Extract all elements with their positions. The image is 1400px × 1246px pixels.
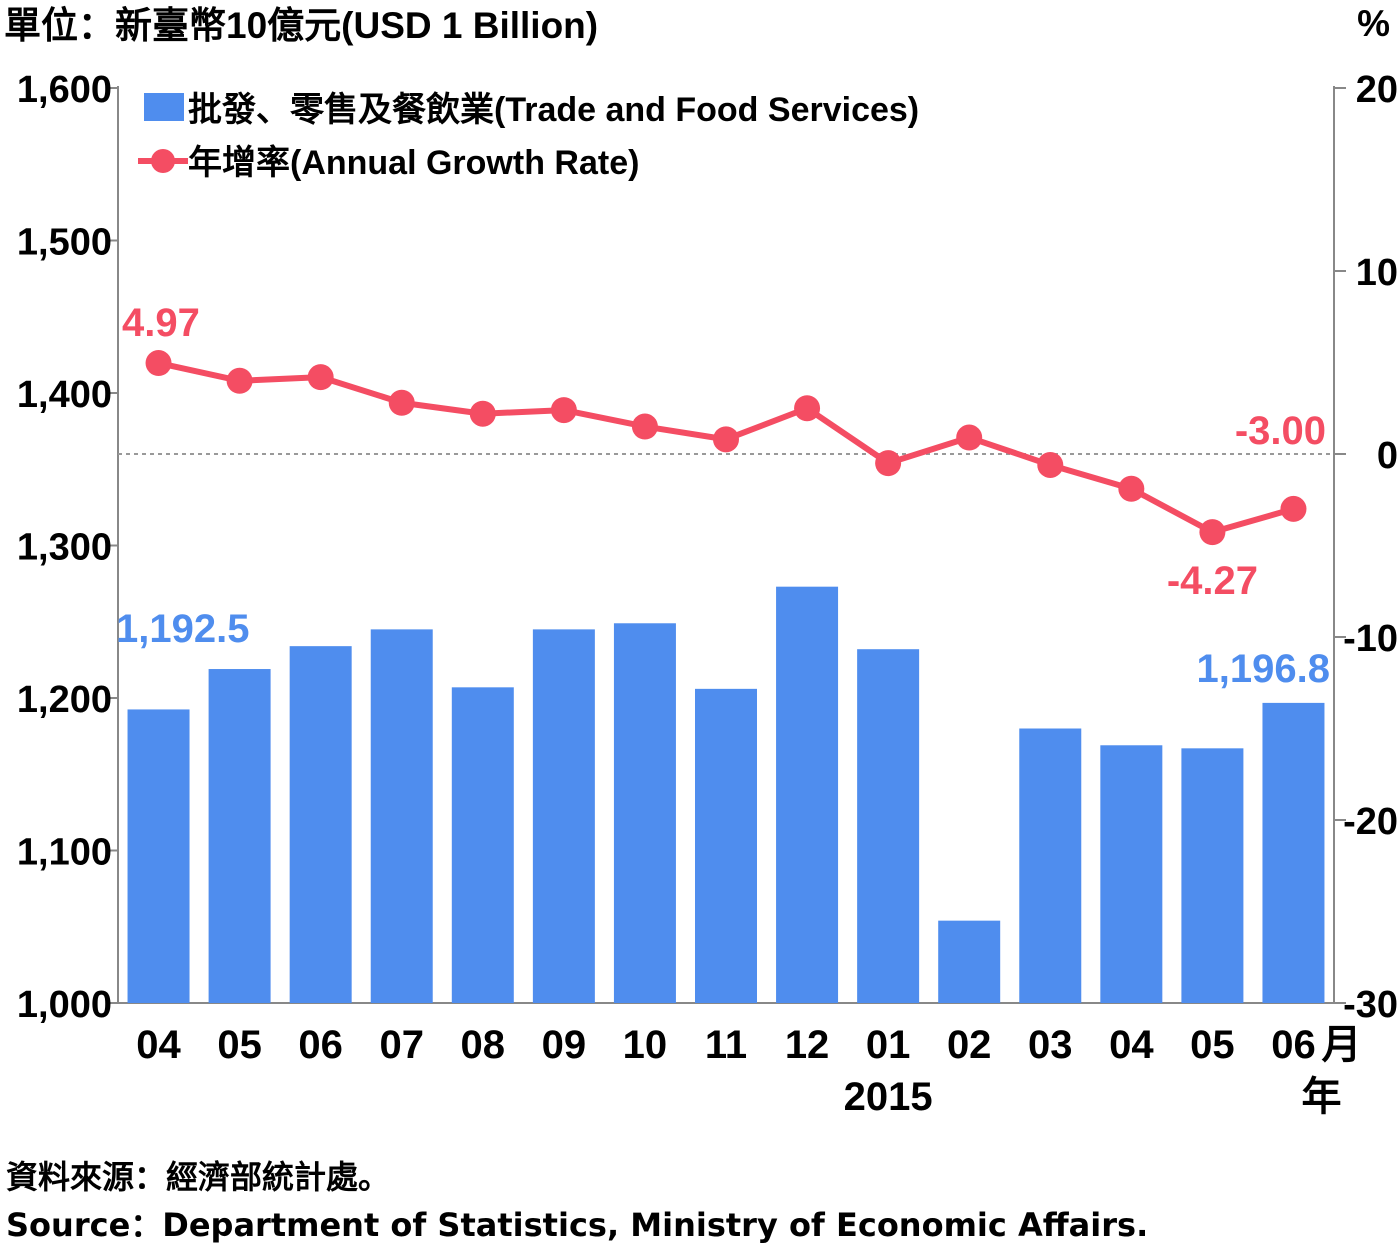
growth-point	[388, 389, 415, 416]
bar	[370, 629, 433, 1003]
left-tick-label: 1,300	[17, 527, 112, 569]
left-tick-label: 1,500	[17, 222, 112, 264]
bar	[208, 669, 271, 1003]
bar	[695, 688, 757, 1003]
data-labels: 1,192.5 1,196.8 4.97 -4.27 -3.00	[116, 301, 1330, 691]
growth-first-value-label: 4.97	[122, 301, 200, 345]
bar	[857, 649, 920, 1003]
growth-point	[631, 413, 658, 440]
x-tick-label: 07	[379, 1023, 424, 1067]
left-axis-ticks: 1,000 1,100 1,200 1,300 1,400 1,500 1,600	[17, 69, 118, 1026]
bar	[451, 687, 514, 1003]
growth-point	[145, 350, 172, 377]
x-tick-label: 06	[1271, 1023, 1316, 1067]
right-tick-label: 10	[1356, 252, 1398, 294]
right-tick-label: 0	[1377, 435, 1398, 477]
x-tick-label: 11	[705, 1023, 747, 1067]
line-series	[145, 350, 1307, 546]
right-axis-ticks: -30 -20 -10 0 10 20	[1334, 69, 1398, 1026]
growth-last-value-label: -3.00	[1235, 409, 1326, 453]
bar	[1262, 702, 1325, 1003]
growth-min-value-label: -4.27	[1167, 559, 1258, 603]
right-tick-label: -20	[1343, 801, 1398, 843]
x-tick-label: 05	[1190, 1023, 1235, 1067]
x-tick-label: 06	[298, 1023, 343, 1067]
legend-line-label: 年增率(Annual Growth Rate)	[188, 144, 639, 182]
right-tick-label: -10	[1343, 618, 1398, 660]
bar-last-value-label: 1,196.8	[1197, 647, 1330, 691]
legend-line-marker	[151, 149, 175, 173]
bar	[1181, 748, 1244, 1003]
x-tick-label: 12	[785, 1023, 830, 1067]
x-tick-label: 04	[1109, 1023, 1154, 1067]
growth-point	[1037, 451, 1064, 478]
growth-point	[226, 367, 253, 394]
bar	[532, 629, 595, 1003]
source-en: Source：Department of Statistics, Ministr…	[6, 1206, 1149, 1244]
growth-point	[1199, 519, 1226, 546]
right-tick-label: -30	[1343, 984, 1398, 1026]
growth-point	[550, 397, 577, 424]
bar	[1100, 745, 1163, 1003]
legend-bar-swatch	[144, 93, 184, 121]
bar	[776, 586, 839, 1003]
growth-point	[1118, 475, 1145, 502]
year-label: 2015	[844, 1075, 933, 1119]
bar	[938, 920, 1001, 1003]
month-suffix: 月	[1321, 1023, 1361, 1067]
growth-point	[307, 364, 334, 391]
growth-point	[956, 424, 983, 451]
source-zh: 資料來源：經濟部統計處。	[6, 1158, 391, 1196]
right-unit-label: %	[1357, 3, 1390, 44]
left-tick-label: 1,400	[17, 374, 112, 416]
x-tick-label: 01	[866, 1023, 911, 1067]
x-tick-label: 04	[136, 1023, 181, 1067]
bar	[1019, 728, 1082, 1003]
x-tick-label: 10	[623, 1023, 668, 1067]
bar	[613, 623, 676, 1003]
x-tick-label: 05	[217, 1023, 262, 1067]
bar	[289, 646, 352, 1003]
left-tick-label: 1,600	[17, 69, 112, 111]
left-unit-label: 單位：新臺幣10億元(USD 1 Billion)	[4, 5, 598, 46]
bar-series	[127, 586, 1325, 1003]
x-tick-label: 03	[1028, 1023, 1073, 1067]
growth-point	[713, 426, 739, 453]
growth-point	[469, 400, 496, 427]
x-tick-label: 02	[947, 1023, 992, 1067]
right-tick-label: 20	[1356, 69, 1398, 111]
legend-bar-label: 批發、零售及餐飲業(Trade and Food Services)	[188, 91, 919, 129]
year-suffix: 年	[1301, 1075, 1341, 1119]
growth-point	[875, 450, 902, 477]
growth-point	[794, 395, 821, 422]
left-tick-label: 1,100	[17, 832, 112, 874]
combo-chart: 單位：新臺幣10億元(USD 1 Billion) % 批發、零售及餐飲業(Tr…	[4, 3, 1398, 1119]
x-tick-label: 09	[542, 1023, 587, 1067]
growth-point	[1280, 495, 1307, 522]
left-tick-label: 1,200	[17, 679, 112, 721]
x-tick-label: 08	[461, 1023, 506, 1067]
left-tick-label: 1,000	[17, 984, 112, 1026]
bar-first-value-label: 1,192.5	[116, 607, 249, 651]
bar	[127, 709, 190, 1003]
